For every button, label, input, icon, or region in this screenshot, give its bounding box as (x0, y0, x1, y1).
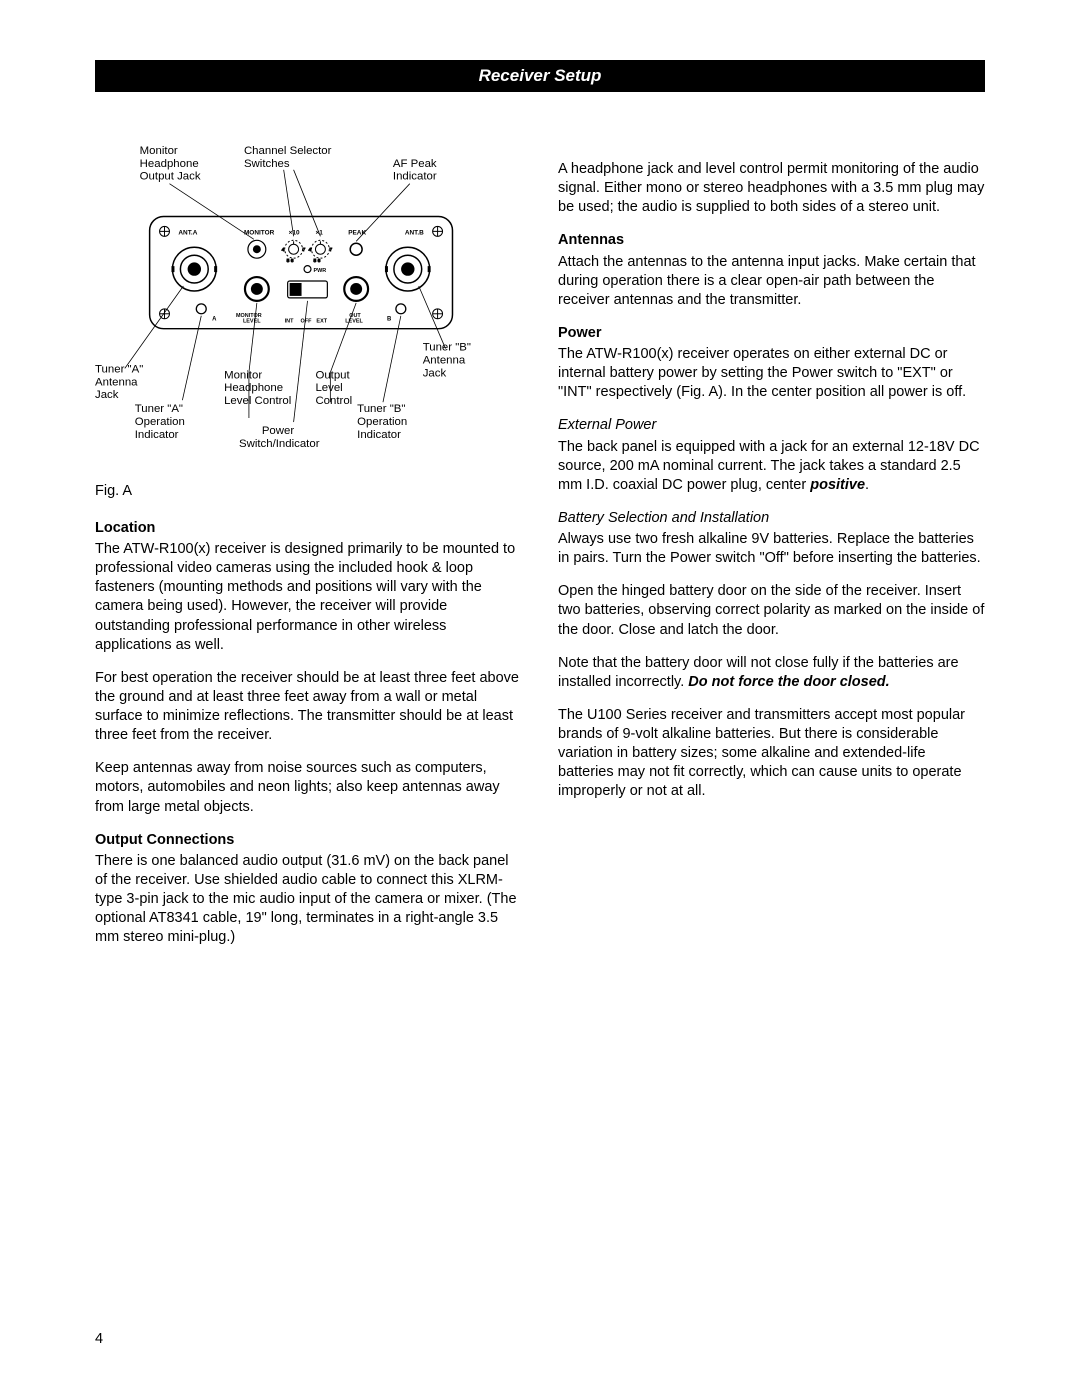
para-location-2: For best operation the receiver should b… (95, 669, 522, 746)
svg-text:MONITORLEVEL: MONITORLEVEL (236, 313, 262, 325)
right-column: A headphone jack and level control permi… (558, 142, 985, 961)
svg-text:7: 7 (329, 247, 332, 253)
heading-antennas: Antennas (558, 231, 985, 250)
svg-text:INT: INT (285, 319, 294, 325)
svg-text:A: A (212, 317, 217, 323)
para-battery-1: Always use two fresh alkaline 9V batteri… (558, 530, 985, 568)
svg-text:5 6: 5 6 (313, 258, 320, 264)
para-battery-2: Open the hinged battery door on the side… (558, 582, 985, 639)
figure-caption: Fig. A (95, 482, 522, 501)
svg-text:7: 7 (303, 247, 306, 253)
callout-out-level: OutputLevelControl (315, 369, 352, 407)
ext-power-text-b: positive (810, 477, 865, 493)
ext-power-text-a: The back panel is equipped with a jack f… (558, 439, 980, 493)
svg-text:MONITOR: MONITOR (244, 229, 275, 236)
heading-location: Location (95, 519, 522, 538)
callout-af-peak: AF Peak Indicator (393, 158, 440, 183)
callout-mon-hp-level: MonitorHeadphoneLevel Control (224, 369, 291, 407)
svg-text:4: 4 (309, 247, 312, 253)
svg-text:B: B (387, 317, 392, 323)
svg-text:EXT: EXT (316, 319, 327, 325)
heading-output-connections: Output Connections (95, 831, 522, 850)
svg-text:OFF: OFF (301, 319, 313, 325)
svg-text:×10: ×10 (289, 229, 300, 236)
callout-tuner-a-jack: Tuner "A"AntennaJack (95, 363, 143, 401)
callout-monitor-hp-jack: Monitor Headphone Output Jack (140, 145, 202, 183)
page-number: 4 (95, 1331, 103, 1347)
svg-text:ANT.B: ANT.B (405, 229, 424, 236)
heading-power: Power (558, 324, 985, 343)
para-output-1: There is one balanced audio output (31.6… (95, 852, 522, 948)
batt3-text-b: Do not force the door closed. (688, 674, 889, 690)
heading-external-power: External Power (558, 416, 985, 435)
ext-power-text-c: . (865, 477, 869, 493)
callout-ch-selector: Channel Selector Switches (244, 145, 335, 170)
figure-a: Monitor Headphone Output Jack Channel Se… (95, 142, 522, 501)
callout-tuner-a-op: Tuner "A"OperationIndicator (135, 403, 185, 441)
callout-tuner-b-jack: Tuner "B"AntennaJack (423, 342, 471, 380)
heading-battery: Battery Selection and Installation (558, 509, 985, 528)
receiver-diagram: Monitor Headphone Output Jack Channel Se… (95, 142, 522, 470)
callout-tuner-b-op: Tuner "B"OperationIndicator (357, 403, 407, 441)
left-column: Monitor Headphone Output Jack Channel Se… (95, 142, 522, 961)
svg-text:PWR: PWR (313, 268, 326, 274)
para-intro: A headphone jack and level control permi… (558, 160, 985, 217)
para-antennas: Attach the antennas to the antenna input… (558, 253, 985, 310)
section-banner: Receiver Setup (95, 60, 985, 92)
callout-pwr-sw: PowerSwitch/Indicator (239, 425, 320, 450)
svg-text:ANT.A: ANT.A (178, 229, 197, 236)
para-external-power: The back panel is equipped with a jack f… (558, 438, 985, 495)
para-location-3: Keep antennas away from noise sources su… (95, 759, 522, 816)
svg-text:OUTLEVEL: OUTLEVEL (345, 313, 363, 325)
para-battery-4: The U100 Series receiver and transmitter… (558, 706, 985, 802)
para-location-1: The ATW-R100(x) receiver is designed pri… (95, 540, 522, 655)
para-battery-3: Note that the battery door will not clos… (558, 654, 985, 692)
two-column-layout: Monitor Headphone Output Jack Channel Se… (95, 142, 985, 961)
svg-text:4: 4 (282, 247, 285, 253)
banner-title: Receiver Setup (479, 66, 602, 85)
svg-text:5 6: 5 6 (287, 258, 294, 264)
para-power: The ATW-R100(x) receiver operates on eit… (558, 345, 985, 402)
